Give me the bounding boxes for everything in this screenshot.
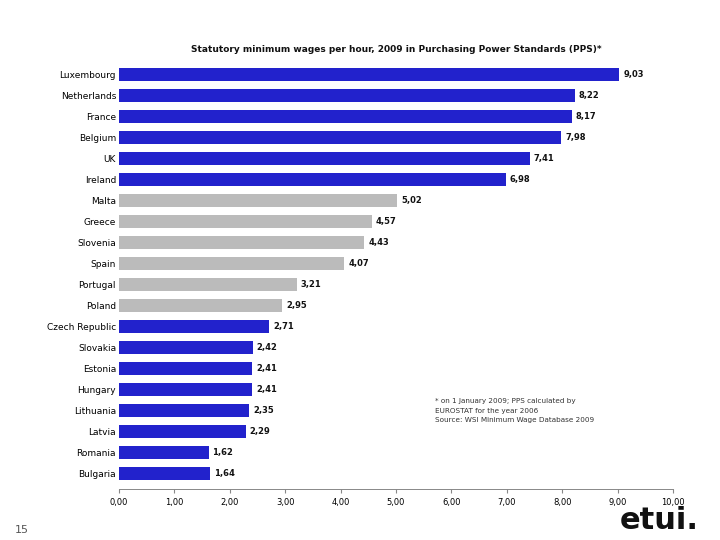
Bar [119,173,505,186]
Bar [119,426,246,438]
Text: 1,62: 1,62 [212,448,233,457]
Text: 2,29: 2,29 [250,427,271,436]
Text: 4,43: 4,43 [369,238,389,247]
Bar [119,447,209,460]
Text: 7,98: 7,98 [565,133,585,142]
Bar [119,468,210,481]
Text: 4,07: 4,07 [348,259,369,268]
Bar [119,110,572,123]
Text: * on 1 January 2009; PPS calculated by
EUROSTAT for the year 2006
Source: WSI Mi: * on 1 January 2009; PPS calculated by E… [435,399,594,423]
Bar [119,278,297,291]
Text: 2,41: 2,41 [256,386,277,394]
Text: 2,41: 2,41 [256,364,277,373]
Text: 7,41: 7,41 [534,154,554,163]
Text: 9,03: 9,03 [624,70,644,79]
Bar [119,215,372,228]
Text: Hourly minimum wages in Europe 2009, PPS: Hourly minimum wages in Europe 2009, PPS [138,17,625,36]
Text: 2,42: 2,42 [257,343,278,352]
Bar [119,236,364,249]
Bar [119,320,269,333]
Title: Statutory minimum wages per hour, 2009 in Purchasing Power Standards (PPS)*: Statutory minimum wages per hour, 2009 i… [191,45,601,55]
Bar [119,383,253,396]
Text: 3,21: 3,21 [301,280,321,289]
Bar [119,131,561,144]
Text: 1,64: 1,64 [214,469,235,478]
Text: 2,95: 2,95 [287,301,307,310]
Text: 2,35: 2,35 [253,406,274,415]
Bar [119,362,253,375]
Bar [119,404,249,417]
Bar [119,194,397,207]
Bar [119,89,575,102]
Text: etui.: etui. [619,505,698,535]
Text: 5,02: 5,02 [401,196,422,205]
Bar [119,152,530,165]
Text: 8,22: 8,22 [578,91,599,100]
Text: 2,71: 2,71 [273,322,294,331]
Bar [119,341,253,354]
Bar [119,68,619,80]
Bar [119,299,282,312]
Text: 8,17: 8,17 [575,112,596,121]
Text: 6,98: 6,98 [510,175,530,184]
Text: 4,57: 4,57 [376,217,397,226]
Bar [119,257,344,270]
Text: 15: 15 [14,524,28,535]
